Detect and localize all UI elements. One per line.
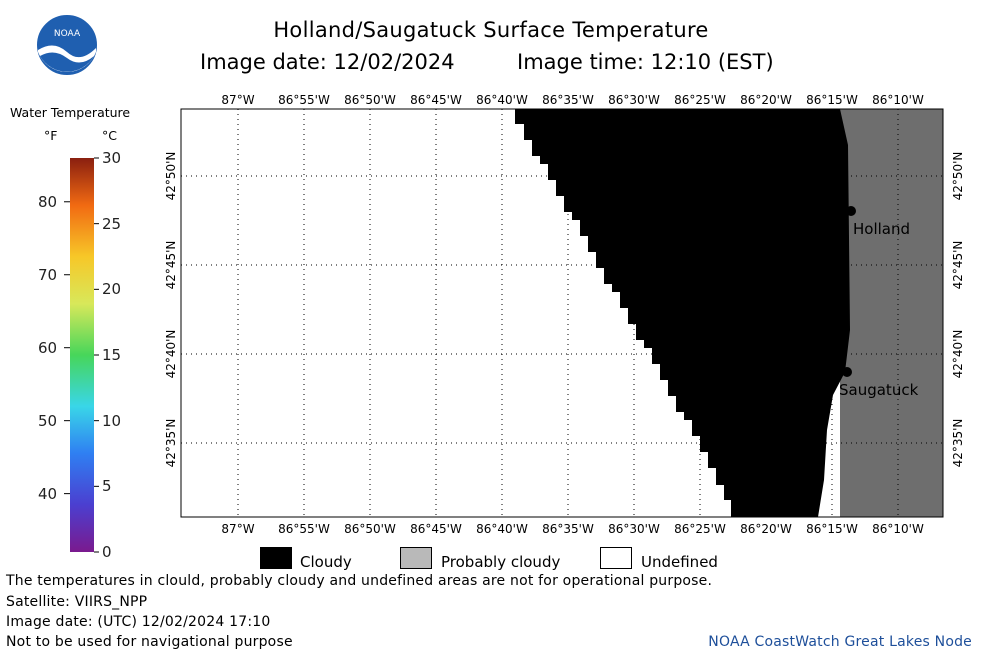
lon-label-bottom-1: 86°55'W xyxy=(278,522,330,536)
celsius-tick-label: 15 xyxy=(102,346,122,364)
saugatuck-marker xyxy=(842,367,852,377)
disclaimer-text: The temperatures in clould, probably clo… xyxy=(6,573,713,589)
celsius-tick-label: 30 xyxy=(102,149,122,167)
legend-swatch-undefined xyxy=(600,547,632,569)
lon-label-bottom-10: 86°10'W xyxy=(872,522,924,536)
lat-label-right-0: 42°50'N xyxy=(951,152,965,201)
map-frame xyxy=(180,108,944,518)
navigation-warning: Not to be used for navigational purpose xyxy=(6,634,293,650)
image-time: Image time: 12:10 (EST) xyxy=(517,50,774,74)
legend-label-undefined: Undefined xyxy=(641,553,718,571)
lon-label-bottom-7: 86°25'W xyxy=(674,522,726,536)
noaa-logo-icon: NOAA xyxy=(35,13,99,77)
legend-swatch-probably-cloudy xyxy=(400,547,432,569)
lon-label-bottom-6: 86°30'W xyxy=(608,522,660,536)
lon-label-top-5: 86°35'W xyxy=(542,93,594,107)
fahrenheit-tick-label: 70 xyxy=(38,265,58,284)
image-date: Image date: 12/02/2024 xyxy=(200,50,455,74)
lat-label-left-3: 42°35'N xyxy=(164,419,178,468)
fahrenheit-tick-label: 50 xyxy=(38,411,58,430)
page-title: Holland/Saugatuck Surface Temperature xyxy=(273,18,709,42)
celsius-tick-label: 0 xyxy=(102,543,112,561)
legend-label-probably-cloudy: Probably cloudy xyxy=(441,553,561,571)
celsius-tick-label: 20 xyxy=(102,280,122,299)
lon-label-top-1: 86°55'W xyxy=(278,93,330,107)
lat-label-right-3: 42°35'N xyxy=(951,419,965,468)
lon-label-bottom-9: 86°15'W xyxy=(806,522,858,536)
lat-label-right-1: 42°45'N xyxy=(951,241,965,290)
lon-label-top-10: 86°10'W xyxy=(872,93,924,107)
lon-label-top-7: 86°25'W xyxy=(674,93,726,107)
lon-label-top-8: 86°20'W xyxy=(740,93,792,107)
lon-label-top-9: 86°15'W xyxy=(806,93,858,107)
colorbar-gradient xyxy=(70,158,94,552)
fahrenheit-tick-label: 80 xyxy=(38,192,58,211)
lon-label-top-2: 86°50'W xyxy=(344,93,396,107)
holland-marker xyxy=(846,206,856,216)
city-label-saugatuck: Saugatuck xyxy=(839,381,919,399)
logo-text: NOAA xyxy=(54,29,81,39)
satellite-text: Satellite: VIIRS_NPP xyxy=(6,594,148,610)
lon-label-top-0: 87°W xyxy=(221,93,254,107)
credit-text: NOAA CoastWatch Great Lakes Node xyxy=(708,634,972,650)
map: 87°W 86°55'W 86°50'W 86°45'W 86°40'W 86°35'W 8… xyxy=(164,93,965,536)
lat-label-left-2: 42°40'N xyxy=(164,330,178,379)
unit-celsius: °C xyxy=(102,128,117,143)
colorbar xyxy=(64,157,99,553)
lat-label-left-0: 42°50'N xyxy=(164,152,178,201)
utc-date-text: Image date: (UTC) 12/02/2024 17:10 xyxy=(6,614,271,630)
lon-label-bottom-3: 86°45'W xyxy=(410,522,462,536)
legend-label-cloudy: Cloudy xyxy=(300,553,352,571)
land-area xyxy=(840,109,943,517)
lat-label-left-1: 42°45'N xyxy=(164,241,178,290)
lon-label-top-6: 86°30'W xyxy=(608,93,660,107)
legend-swatch-cloudy xyxy=(260,547,292,569)
city-label-holland: Holland xyxy=(853,220,910,238)
lat-label-right-2: 42°40'N xyxy=(951,330,965,379)
lon-label-bottom-8: 86°20'W xyxy=(740,522,792,536)
colorbar-title: Water Temperature xyxy=(10,105,131,120)
lon-label-bottom-5: 86°35'W xyxy=(542,522,594,536)
lon-label-top-3: 86°45'W xyxy=(410,93,462,107)
lon-label-bottom-4: 86°40'W xyxy=(476,522,528,536)
celsius-tick-label: 5 xyxy=(102,477,112,496)
celsius-tick-label: 25 xyxy=(102,214,122,233)
fahrenheit-tick-label: 40 xyxy=(38,484,58,503)
lon-label-top-4: 86°40'W xyxy=(476,93,528,107)
lon-label-bottom-2: 86°50'W xyxy=(344,522,396,536)
fahrenheit-tick-label: 60 xyxy=(38,338,58,357)
unit-fahrenheit: °F xyxy=(44,128,58,143)
lon-label-bottom-0: 87°W xyxy=(221,522,254,536)
celsius-tick-label: 10 xyxy=(102,411,122,430)
